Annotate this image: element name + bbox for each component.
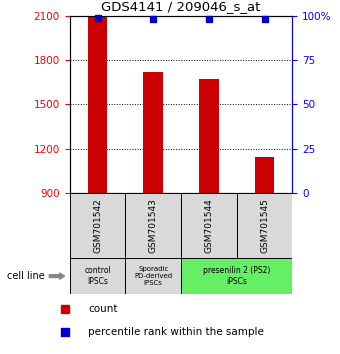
Bar <box>125 258 181 294</box>
Text: presenilin 2 (PS2)
iPSCs: presenilin 2 (PS2) iPSCs <box>203 267 270 286</box>
Bar <box>255 157 274 193</box>
Text: GSM701544: GSM701544 <box>204 198 214 253</box>
Bar <box>70 193 125 258</box>
Text: GSM701543: GSM701543 <box>149 198 158 253</box>
Text: count: count <box>88 304 118 314</box>
Text: Sporadic
PD-derived
iPSCs: Sporadic PD-derived iPSCs <box>134 266 172 286</box>
Bar <box>181 258 292 294</box>
Text: GSM701545: GSM701545 <box>260 198 269 253</box>
Text: control
IPSCs: control IPSCs <box>84 267 111 286</box>
Text: GSM701542: GSM701542 <box>93 198 102 253</box>
Bar <box>181 193 237 258</box>
Bar <box>70 258 125 294</box>
Bar <box>143 72 163 193</box>
Bar <box>237 193 292 258</box>
Bar <box>88 17 107 193</box>
Text: cell line: cell line <box>7 271 45 281</box>
Bar <box>199 79 219 193</box>
Text: percentile rank within the sample: percentile rank within the sample <box>88 327 264 337</box>
Bar <box>125 193 181 258</box>
Title: GDS4141 / 209046_s_at: GDS4141 / 209046_s_at <box>101 0 261 13</box>
